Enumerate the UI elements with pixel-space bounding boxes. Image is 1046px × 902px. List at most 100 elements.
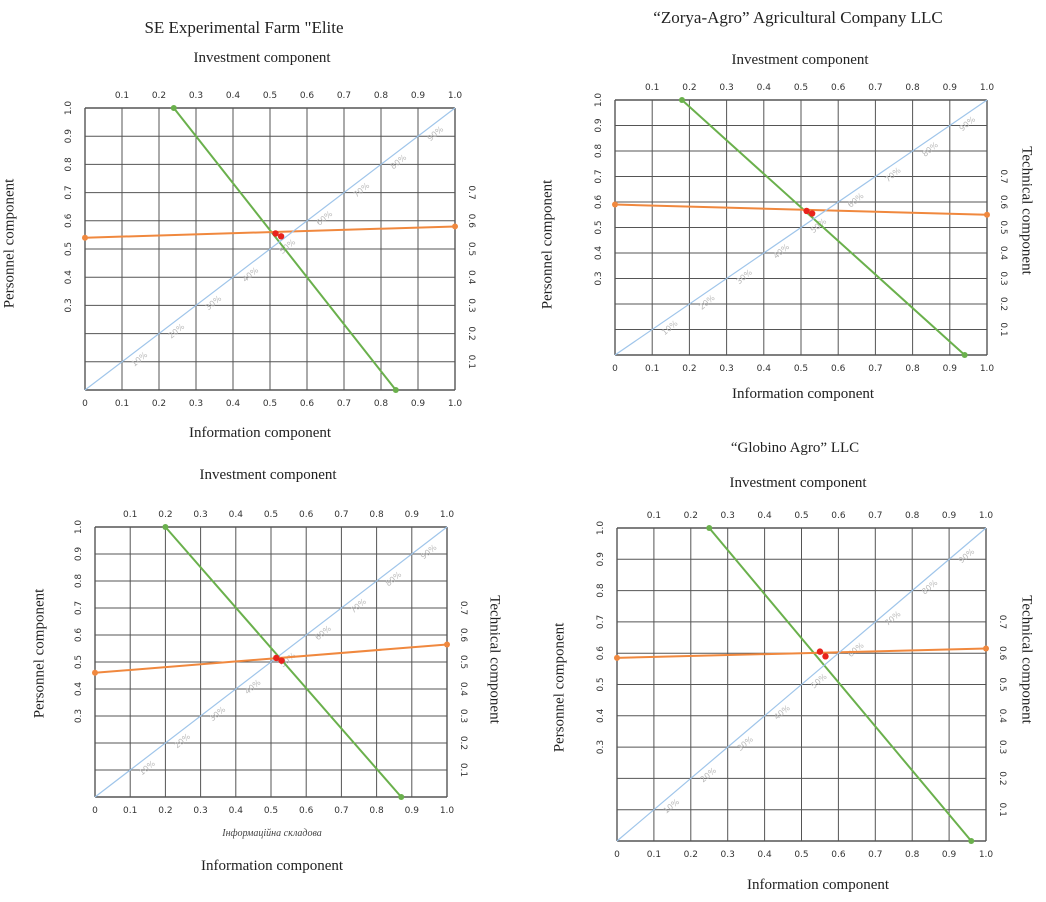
left-tick-label: 0.9 (594, 118, 604, 133)
top-tick-label: 0.7 (334, 510, 348, 520)
bottom-tick-label: 0.7 (868, 850, 882, 860)
bottom-tick-label: 1.0 (448, 399, 463, 409)
investment-endpoint (961, 352, 968, 358)
left-tick-label: 0.8 (74, 574, 84, 589)
bottom-tick-label: 0.4 (229, 806, 244, 816)
right-tick-label: 0.1 (458, 763, 468, 777)
left-tick-label: 1.0 (64, 101, 74, 116)
left-tick-label: 0.5 (596, 677, 606, 691)
right-tick-label: 0.5 (458, 655, 468, 669)
bottom-tick-label: 0.5 (263, 399, 277, 409)
left-tick-label: 0.5 (64, 242, 74, 256)
top-tick-label: 0.8 (905, 511, 920, 521)
top-tick-label: 0.1 (115, 91, 129, 101)
investment-endpoint (162, 524, 169, 530)
bottom-tick-label: 0.4 (757, 850, 772, 860)
bottom-tick-label: 0.8 (905, 850, 920, 860)
bottom-tick-label: 0.3 (721, 850, 735, 860)
bottom-tick-label: 0.9 (942, 850, 957, 860)
right-tick-label: 0.1 (998, 322, 1008, 336)
top-axis-label: Investment component (729, 475, 867, 491)
bottom-tick-label: 0.2 (152, 399, 166, 409)
top-tick-label: 0.8 (374, 91, 389, 101)
top-tick-label: 0.1 (647, 511, 661, 521)
right-tick-label: 0.5 (466, 242, 476, 256)
intersection-point (277, 233, 285, 240)
bottom-tick-label: 0.7 (868, 364, 882, 374)
bottom-tick-label: 0.1 (123, 806, 137, 816)
left-tick-label: 0.6 (74, 628, 84, 643)
intersection-point (272, 230, 279, 237)
bottom-tick-label: 0.9 (405, 806, 420, 816)
investment-endpoint (968, 838, 975, 844)
personnel-technical-line (616, 647, 987, 659)
top-tick-label: 0.3 (189, 91, 203, 101)
bottom-axis-label: Information component (746, 877, 890, 893)
top-tick-label: 0.5 (794, 511, 808, 521)
diagonal-line (94, 526, 448, 798)
bottom-tick-label: 0 (92, 806, 98, 816)
personnel-technical-endpoint (444, 641, 450, 648)
left-tick-label: 0.4 (64, 270, 74, 285)
bottom-tick-label: 0.2 (682, 364, 696, 374)
investment-line (708, 527, 973, 842)
left-tick-label: 0.9 (64, 129, 74, 144)
top-tick-label: 0.6 (831, 511, 846, 521)
bottom-tick-label: 0.6 (831, 850, 846, 860)
investment-line (173, 107, 397, 391)
bottom-axis-label: Information component (188, 425, 332, 441)
top-tick-label: 0.6 (299, 510, 314, 520)
top-tick-label: 0.7 (337, 91, 351, 101)
bottom-tick-label: 0.5 (264, 806, 278, 816)
top-tick-label: 0.3 (193, 510, 207, 520)
top-tick-label: 0.4 (757, 511, 772, 521)
top-tick-label: 0.8 (369, 510, 384, 520)
right-tick-label: 0.5 (997, 677, 1007, 691)
right-tick-label: 0.4 (997, 709, 1007, 724)
top-tick-label: 0.5 (794, 83, 808, 93)
investment-endpoint (392, 387, 399, 393)
bottom-tick-label: 0.3 (189, 399, 203, 409)
bottom-tick-label: 0.2 (158, 806, 172, 816)
bottom-tick-label: 0.6 (831, 364, 846, 374)
left-tick-label: 1.0 (594, 93, 604, 108)
left-tick-label: 0.8 (596, 583, 606, 598)
bottom-tick-label: 0.5 (794, 850, 808, 860)
bottom-tick-label: 0.1 (115, 399, 129, 409)
left-tick-label: 0.3 (594, 271, 604, 285)
bottom-tick-label: 0.1 (645, 364, 659, 374)
bottom-tick-label: 1.0 (440, 806, 455, 816)
personnel-technical-endpoint (452, 223, 458, 230)
diagonal-percent-label: 30% (735, 734, 755, 753)
left-tick-label: 0.4 (594, 246, 604, 261)
chart-svg-zorya: 0.1 0.2 0.3 0.4 0.5 0.6 0.7 0.8 0.9 1.0 0 0.1 0.2 0.3… (594, 83, 1008, 374)
top-tick-label: 0.9 (942, 511, 957, 521)
personnel-technical-endpoint (92, 669, 98, 676)
right-tick-label: 0.3 (458, 709, 468, 723)
right-tick-label: 0.2 (998, 297, 1008, 311)
left-tick-label: 0.9 (596, 552, 606, 567)
right-tick-label: 0.5 (998, 220, 1008, 234)
top-tick-label: 1.0 (440, 510, 455, 520)
right-tick-label: 0.1 (997, 803, 1007, 817)
diagonal-percent-label: 20% (699, 766, 719, 785)
bottom-axis-label: Information component (731, 386, 875, 402)
bottom-axis-label: Information component (200, 858, 344, 874)
personnel-technical-line (94, 643, 448, 674)
left-tick-label: 0.6 (596, 646, 606, 661)
bottom-tick-label: 0.9 (411, 399, 426, 409)
top-tick-label: 0.3 (719, 83, 733, 93)
right-tick-label: 0.7 (998, 169, 1008, 183)
bottom-tick-label: 1.0 (980, 364, 995, 374)
bottom-tick-label: 0.8 (905, 364, 920, 374)
personnel-technical-endpoint (614, 654, 620, 661)
top-tick-label: 0.7 (868, 83, 882, 93)
bottom-tick-label: 0.2 (684, 850, 698, 860)
left-tick-label: 0.6 (594, 195, 604, 210)
right-tick-label: 0.6 (466, 214, 476, 229)
left-tick-label: 0.7 (64, 185, 74, 199)
chart-svg-bottom-left: 0.1 0.2 0.3 0.4 0.5 0.6 0.7 0.8 0.9 1.0 0 0.1 0.2 0.3… (74, 510, 468, 816)
right-tick-label: 0.7 (458, 601, 468, 615)
left-tick-label: 0.4 (74, 682, 84, 697)
intersection-point (273, 654, 280, 662)
